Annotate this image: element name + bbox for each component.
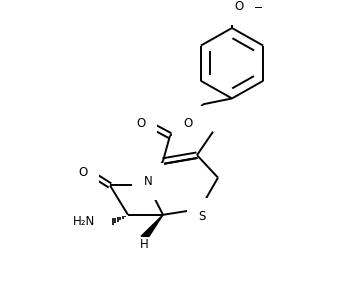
Text: O: O (184, 118, 193, 130)
Text: S: S (198, 210, 206, 223)
Text: O: O (136, 118, 146, 130)
Polygon shape (141, 215, 163, 236)
Text: O: O (234, 0, 244, 13)
Text: N: N (144, 175, 152, 188)
Text: H: H (140, 238, 148, 251)
Text: O: O (78, 166, 88, 179)
Text: H₂N: H₂N (73, 215, 95, 228)
